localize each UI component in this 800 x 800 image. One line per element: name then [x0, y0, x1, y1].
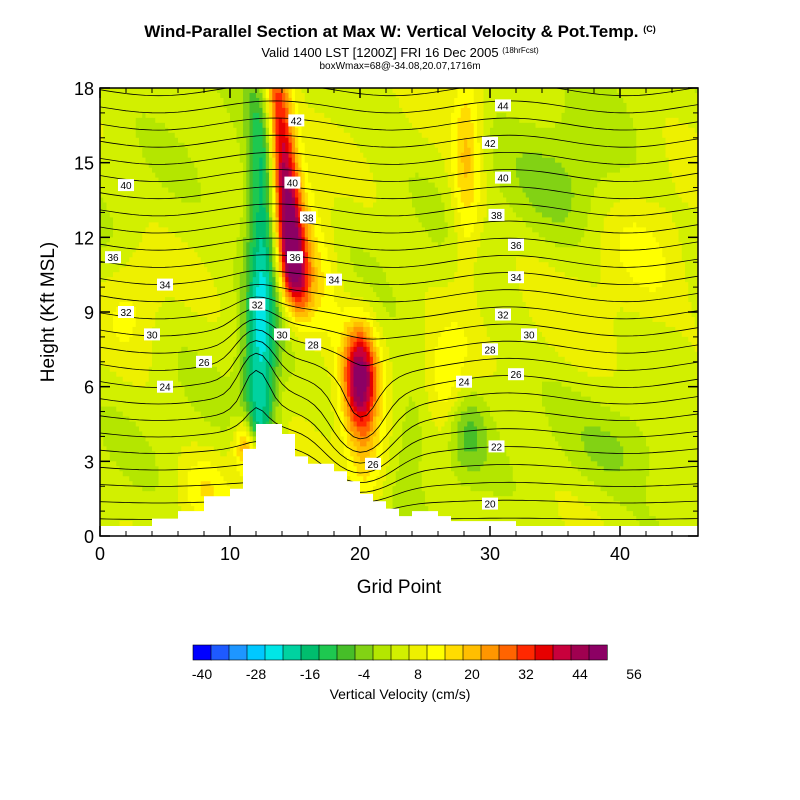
colorbar-swatch: [354, 644, 374, 661]
x-tick-label: 0: [95, 544, 105, 564]
colorbar-swatch: [336, 644, 356, 661]
colorbar-tick-label: 56: [626, 666, 642, 682]
chart-subtitle: Valid 1400 LST [1200Z] FRI 16 Dec 2005 (…: [261, 45, 539, 60]
box-info: boxWmax=68@-34.08,20.07,1716m: [319, 61, 481, 72]
contour-label: 34: [157, 278, 173, 292]
contour-label: 40: [284, 176, 301, 190]
colorbar-tick-label: -40: [192, 666, 212, 682]
contour-label: 30: [521, 328, 537, 341]
colorbar-tick-label: -4: [358, 666, 371, 682]
colorbar-swatch: [246, 644, 266, 661]
colorbar-tick-label: 20: [464, 666, 480, 682]
colorbar-swatch: [282, 644, 302, 661]
contour-label: 32: [495, 308, 511, 322]
colorbar-tick-label: -16: [300, 666, 320, 682]
colorbar-swatch: [570, 644, 590, 661]
contour-label: 38: [488, 208, 505, 222]
x-tick-label: 10: [220, 544, 240, 564]
contour-label: 28: [482, 343, 498, 356]
contour-label: 24: [157, 380, 173, 394]
colorbar-tick-label: 32: [518, 666, 534, 682]
colorbar: -40 -28 -16 -4 8 20 32 44 56: [192, 644, 642, 682]
contour-label: 30: [274, 328, 290, 341]
forecast-badge: (18hrFcst): [502, 46, 539, 55]
y-tick-label: 12: [74, 228, 94, 248]
colorbar-swatch: [462, 644, 482, 661]
contour-label: 20: [482, 497, 498, 511]
contour-label: 26: [196, 355, 212, 369]
colorbar-swatch: [516, 644, 536, 661]
contour-label: 40: [495, 171, 511, 185]
y-tick-label: 3: [84, 452, 94, 472]
colorbar-label: Vertical Velocity (cm/s): [330, 686, 471, 702]
colorbar-swatch: [480, 644, 500, 661]
terrain-shape: [100, 424, 698, 536]
colorbar-tick-label: -28: [246, 666, 266, 682]
colorbar-swatch: [408, 644, 428, 661]
colorbar-swatch: [390, 644, 410, 661]
y-tick-label: 9: [84, 303, 94, 323]
contour-label: 44: [495, 99, 511, 112]
contour-label: 28: [305, 338, 322, 351]
colorbar-swatch: [498, 644, 518, 661]
contour-label: 40: [118, 179, 134, 192]
colorbar-tick-label: 44: [572, 666, 588, 682]
y-tick-label: 18: [74, 79, 94, 99]
colorbar-swatch: [300, 644, 320, 661]
colorbar-swatch: [228, 644, 248, 661]
terrain: [100, 424, 698, 536]
colorbar-tick-label: 8: [414, 666, 422, 682]
contour-label: 36: [287, 251, 303, 264]
contour-label: 32: [118, 306, 134, 319]
contour-label: 34: [508, 271, 524, 284]
contour-label: 30: [144, 328, 160, 341]
chart-title: Wind-Parallel Section at Max W: Vertical…: [144, 22, 656, 41]
colorbar-swatch: [534, 644, 554, 661]
x-tick-label: 20: [350, 544, 370, 564]
colorbar-swatch: [264, 644, 284, 661]
theta-contours: [100, 88, 698, 536]
contour-labels: 42 40 38 36 34 32 30 28 40 36 34 32 30 26 24 44 42 40 38 36…: [105, 99, 537, 511]
colorbar-swatch: [588, 644, 608, 661]
x-tick-label: 40: [610, 544, 630, 564]
colorbar-swatch: [210, 644, 230, 661]
colorbar-swatch: [192, 644, 212, 661]
y-axis-label: Height (Kft MSL): [38, 242, 59, 382]
title-badge: (C): [643, 24, 656, 34]
contour-label: 24: [456, 375, 472, 389]
x-axis-label: Grid Point: [357, 577, 442, 598]
y-tick-label: 6: [84, 378, 94, 398]
contour-label: 42: [288, 114, 305, 127]
contour-label: 26: [365, 457, 381, 471]
x-tick-label: 30: [480, 544, 500, 564]
contour-label: 32: [249, 298, 266, 312]
colorbar-swatch: [552, 644, 572, 661]
contour-label: 36: [508, 238, 524, 252]
colorbar-swatch: [318, 644, 338, 661]
colorbar-swatch: [426, 644, 446, 661]
contour-label: 26: [508, 368, 524, 381]
colorbar-swatch: [444, 644, 464, 661]
colorbar-swatch: [372, 644, 392, 661]
contour-label: 42: [482, 136, 498, 150]
y-tick-label: 0: [84, 527, 94, 547]
contour-label: 34: [326, 273, 342, 287]
contour-label: 22: [488, 440, 505, 453]
contour-label: 36: [105, 251, 121, 264]
y-tick-label: 15: [74, 154, 94, 174]
contour-label: 38: [300, 211, 316, 224]
